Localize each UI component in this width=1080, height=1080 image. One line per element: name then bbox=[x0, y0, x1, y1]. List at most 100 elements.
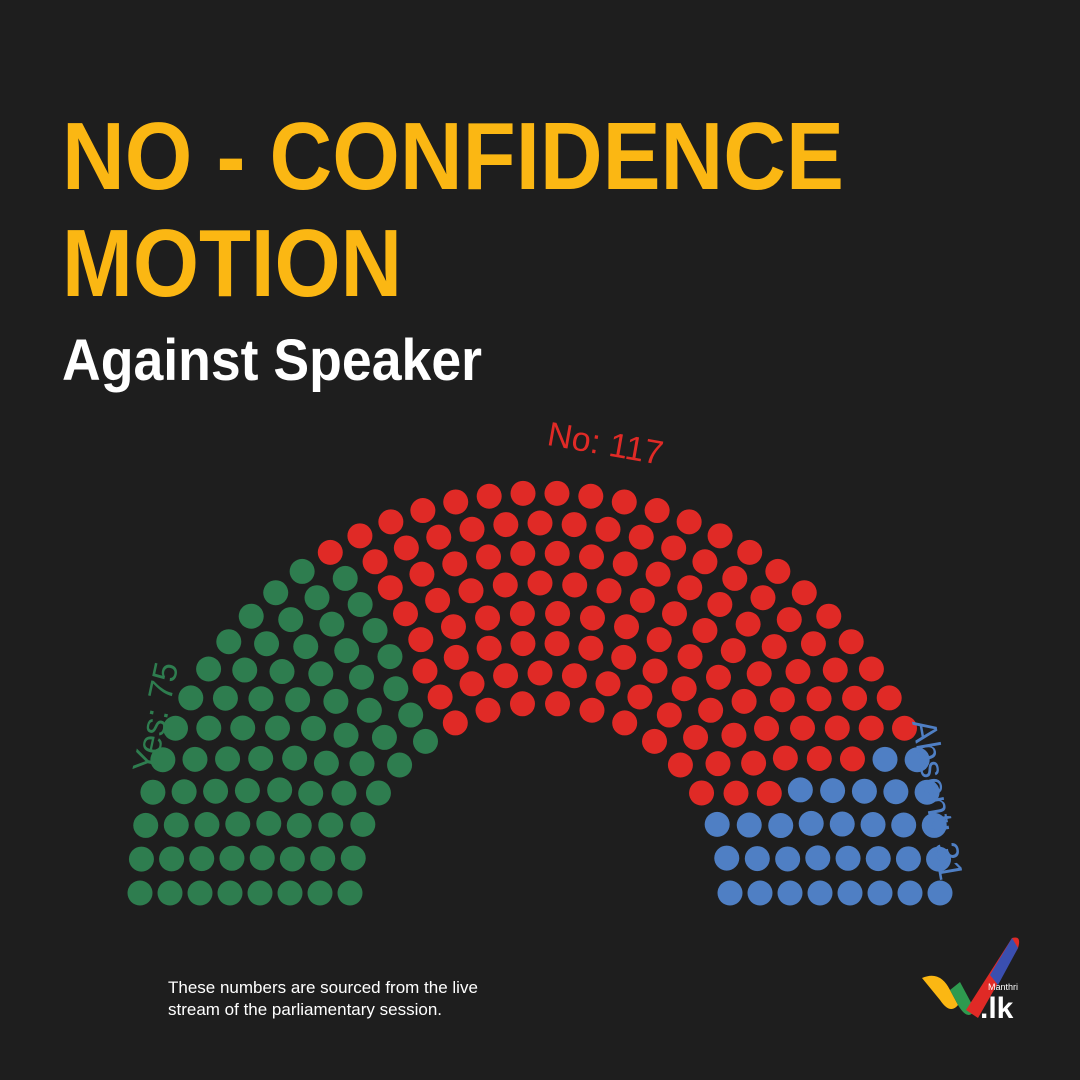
seat bbox=[667, 752, 693, 778]
seat bbox=[527, 570, 553, 596]
seat bbox=[822, 657, 848, 683]
seat bbox=[476, 544, 502, 570]
seat bbox=[761, 634, 787, 660]
seat bbox=[163, 812, 189, 838]
seat bbox=[527, 510, 553, 536]
seat bbox=[347, 523, 373, 549]
seat bbox=[443, 489, 469, 515]
seat bbox=[756, 780, 782, 806]
seat bbox=[927, 880, 953, 906]
seat bbox=[140, 779, 166, 805]
seat bbox=[509, 691, 535, 717]
seat bbox=[561, 512, 587, 538]
seat bbox=[789, 715, 815, 741]
seat bbox=[769, 687, 795, 713]
seat bbox=[904, 747, 930, 773]
seat bbox=[820, 778, 846, 804]
seat bbox=[579, 605, 605, 631]
seat bbox=[178, 685, 204, 711]
seat bbox=[895, 846, 921, 872]
logo-mark bbox=[922, 975, 958, 1009]
seat bbox=[310, 846, 336, 872]
seat bbox=[313, 750, 339, 776]
seat bbox=[212, 685, 238, 711]
seat bbox=[671, 676, 697, 702]
seat bbox=[707, 523, 733, 549]
seat bbox=[365, 780, 391, 806]
seat bbox=[544, 480, 570, 506]
seat bbox=[269, 659, 295, 685]
seat bbox=[642, 728, 668, 754]
seat bbox=[217, 880, 243, 906]
seat bbox=[278, 607, 304, 633]
seat bbox=[768, 813, 794, 839]
seat bbox=[611, 489, 637, 515]
seat bbox=[510, 631, 536, 657]
logo-small: Manthri bbox=[988, 982, 1018, 992]
seat bbox=[398, 702, 424, 728]
seat bbox=[714, 845, 740, 871]
seat bbox=[171, 779, 197, 805]
seat bbox=[721, 722, 747, 748]
seat bbox=[677, 644, 703, 670]
title-line: NO - CONFIDENCE bbox=[62, 103, 844, 210]
seat bbox=[645, 561, 671, 587]
seat bbox=[230, 715, 256, 741]
seat bbox=[544, 540, 570, 566]
seat bbox=[595, 671, 621, 697]
seat bbox=[442, 710, 468, 736]
seat bbox=[737, 539, 763, 565]
seat bbox=[383, 676, 409, 702]
seat bbox=[426, 524, 452, 550]
seat bbox=[776, 607, 802, 633]
seat bbox=[371, 724, 397, 750]
seat bbox=[891, 715, 917, 741]
seat bbox=[707, 591, 733, 617]
seat bbox=[777, 880, 803, 906]
seat bbox=[249, 845, 275, 871]
seat bbox=[308, 661, 334, 687]
seat bbox=[747, 880, 773, 906]
seat bbox=[187, 880, 213, 906]
seat bbox=[392, 601, 418, 627]
seat bbox=[816, 603, 842, 629]
seat bbox=[323, 688, 349, 714]
title-line: MOTION bbox=[62, 210, 402, 317]
seat bbox=[835, 845, 861, 871]
seat bbox=[340, 845, 366, 871]
seat bbox=[785, 659, 811, 685]
seat bbox=[408, 627, 434, 653]
seat bbox=[595, 516, 621, 542]
seat bbox=[347, 591, 373, 617]
seat bbox=[717, 880, 743, 906]
seat bbox=[254, 631, 280, 657]
seat bbox=[510, 540, 536, 566]
seat bbox=[807, 880, 833, 906]
seat bbox=[865, 846, 891, 872]
seat bbox=[300, 715, 326, 741]
seat bbox=[150, 747, 176, 773]
seat bbox=[629, 587, 655, 613]
seat bbox=[509, 601, 535, 627]
seat bbox=[736, 812, 762, 838]
seat bbox=[867, 880, 893, 906]
seat bbox=[545, 601, 571, 627]
seat bbox=[858, 715, 884, 741]
seat bbox=[527, 660, 553, 686]
seat bbox=[704, 811, 730, 837]
seat bbox=[427, 684, 453, 710]
seat bbox=[596, 578, 622, 604]
seat bbox=[642, 658, 668, 684]
seat bbox=[824, 715, 850, 741]
seat bbox=[722, 565, 748, 591]
seat bbox=[333, 722, 359, 748]
party-seats bbox=[704, 746, 953, 906]
seat bbox=[238, 603, 264, 629]
seat bbox=[286, 813, 312, 839]
seat bbox=[307, 880, 333, 906]
seat bbox=[628, 524, 654, 550]
seat bbox=[476, 635, 502, 661]
seat bbox=[720, 638, 746, 664]
seat bbox=[805, 845, 831, 871]
seat bbox=[215, 746, 241, 772]
